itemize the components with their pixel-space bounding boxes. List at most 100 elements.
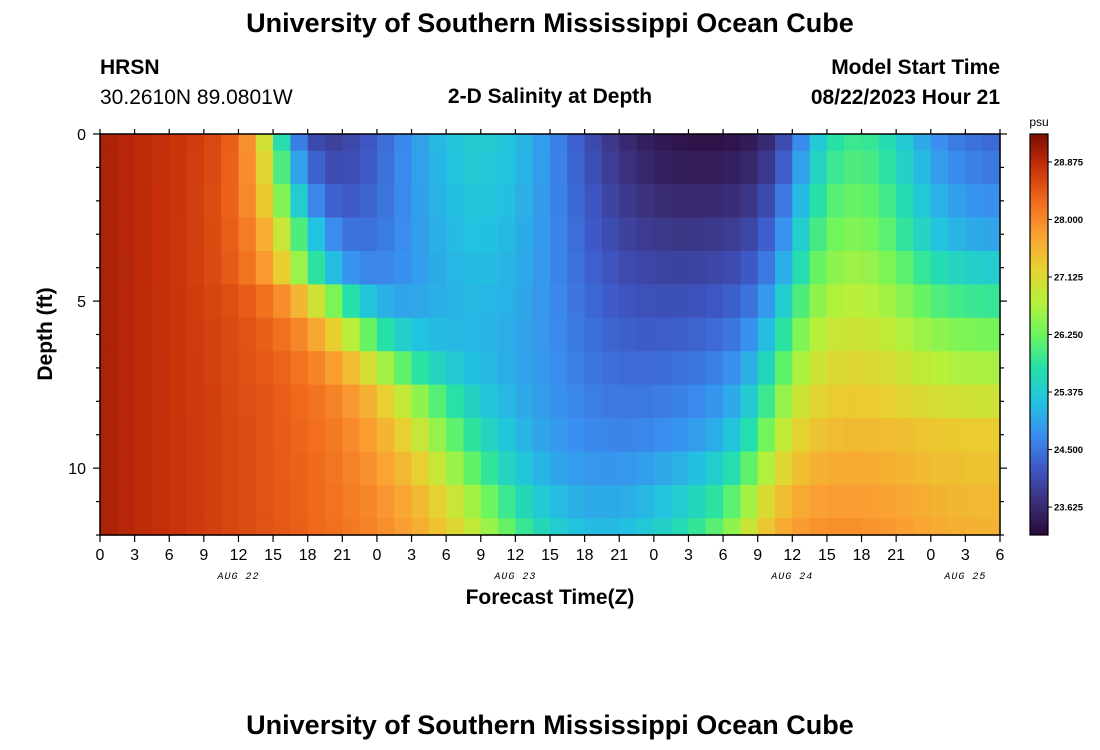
heatmap-cell [965,451,984,486]
heatmap-cell [532,451,551,486]
heatmap-cell [636,317,655,352]
heatmap-cell [826,251,845,285]
heatmap-cell [809,150,828,185]
heatmap-cell [342,217,361,252]
heatmap-cell [342,284,361,319]
heatmap-cell [394,484,413,519]
heatmap-cell [359,217,378,252]
heatmap-cell [653,251,672,285]
heatmap-cell [601,451,620,486]
heatmap-cell [221,251,240,285]
heatmap-cell [221,184,240,219]
heatmap-cell [948,384,966,419]
heatmap-cell [169,317,188,352]
heatmap-cell [757,518,776,536]
heatmap-cell [688,418,707,452]
heatmap-cell [411,284,430,319]
heatmap-cell [480,217,499,252]
heatmap-cell [584,484,603,519]
heatmap-cell [844,251,863,285]
heatmap-cell [930,317,949,352]
heatmap-cell [757,217,776,252]
heatmap-cell [705,251,724,285]
heatmap-cell [238,251,257,285]
heatmap-cell [186,184,205,219]
heatmap-cell [930,150,949,185]
heatmap-cell [705,317,724,352]
heatmap-cell [325,518,343,536]
heatmap-cell [861,150,880,185]
heatmap-cell [273,217,291,252]
heatmap-cell [619,451,638,486]
heatmap-cell [740,134,759,152]
heatmap-cell [671,284,690,319]
heatmap-cell [446,284,465,319]
heatmap-cell [705,351,724,386]
heatmap-cell [844,484,863,519]
heatmap-cell [705,518,724,536]
heatmap-cell [428,484,447,519]
heatmap-cell [982,150,1001,185]
heatmap-cell [567,518,586,536]
heatmap-cell [723,484,741,519]
date-label: AUG 24 [770,572,813,583]
x-tick-label: 0 [649,547,658,564]
heatmap-cell [653,518,672,536]
heatmap-cell [342,518,361,536]
chart-axes: 0 3 6 9 12 15 18 21 0 3 6 9 12 15 18 21 0 3 6 9 12 15 18 21 0 3 6A… [68,127,1007,583]
heatmap-cell [515,134,534,152]
heatmap-cell [446,384,465,419]
heatmap-cell [221,134,240,152]
heatmap-cell [948,418,966,452]
heatmap-cell [100,217,118,252]
heatmap-cell [740,184,759,219]
heatmap-cell [376,251,395,285]
heatmap-cell [792,317,811,352]
heatmap-cell [151,251,170,285]
heatmap-cell [463,284,482,319]
model-start-label: Model Start Time [831,56,1000,79]
heatmap-cell [290,351,309,386]
heatmap-cell [169,284,188,319]
heatmap-cell [723,217,741,252]
heatmap-cell [273,351,291,386]
heatmap-cell [636,484,655,519]
heatmap-cell [878,284,897,319]
heatmap-cell [965,384,984,419]
heatmap-cell [463,317,482,352]
heatmap-cell [463,251,482,285]
x-tick-label: 15 [264,547,282,564]
heatmap-cell [757,184,776,219]
colorbar-tick-label: 24.500 [1054,445,1083,456]
colorbar-tick-label: 27.125 [1054,272,1084,283]
heatmap-cell [550,217,568,252]
heatmap-cell [567,134,586,152]
heatmap-cell [740,451,759,486]
heatmap-cell [446,251,465,285]
heatmap-cell [498,518,516,536]
heatmap-cell [896,217,915,252]
heatmap-cell [273,418,291,452]
heatmap-cell [376,451,395,486]
heatmap-cell [325,217,343,252]
heatmap-cell [221,451,240,486]
x-tick-label: 12 [783,547,801,564]
heatmap-cell [498,351,516,386]
heatmap-cell [809,351,828,386]
heatmap-cell [861,251,880,285]
heatmap-cell [394,284,413,319]
heatmap-cell [965,351,984,386]
heatmap-cell [965,418,984,452]
heatmap-cell [775,351,793,386]
heatmap-cell [480,484,499,519]
heatmap-cell [498,217,516,252]
colorbar-tick-label: 28.000 [1054,215,1083,226]
heatmap-cell [117,418,136,452]
heatmap-cell [619,317,638,352]
heatmap-cell [428,284,447,319]
heatmap-cell [342,451,361,486]
heatmap-cell [601,484,620,519]
heatmap-cell [792,351,811,386]
heatmap-cell [446,134,465,152]
